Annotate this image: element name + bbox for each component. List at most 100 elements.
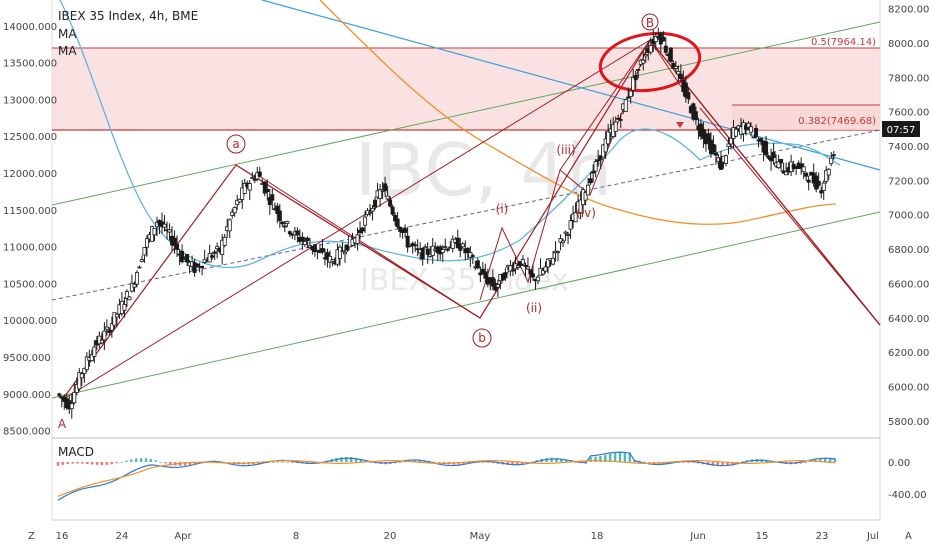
x-tick-label: Apr [174,531,192,542]
macd-histogram-bar [462,462,465,465]
macd-histogram-bar [560,458,563,462]
candle-body [723,155,728,164]
candle-body [373,199,378,208]
candle-body [114,313,119,318]
left-tick-label: 11500.000 [3,206,57,217]
x-tick-label: 16 [56,531,69,542]
corner-right[interactable]: A [905,531,912,542]
candle-body [280,221,285,225]
candle-body [139,259,144,262]
chart-title: IBEX 35 Index, 4h, BME [58,9,198,23]
candle-body [450,238,455,249]
fib-label-05: 0.5(7964.14) [811,37,876,48]
macd-histogram-bar [359,459,363,462]
candle-body [563,231,568,234]
candles [57,27,836,419]
candle-body [784,171,789,176]
candle-body [616,117,621,120]
candle-body [107,330,112,333]
left-tick-label: 8500.000 [3,427,51,438]
indicator-ma-2[interactable]: MA [58,44,77,58]
macd-histogram-bar [481,462,485,463]
candle-body [320,248,325,253]
label-A: A [58,417,67,431]
left-tick-label: 12000.000 [3,169,57,180]
macd-title[interactable]: MACD [58,445,94,459]
macd-histogram-bar [628,452,631,462]
right-tick-label: 6800.00 [888,245,929,256]
wave-a-b [255,173,481,319]
candle-body [561,240,566,244]
label-b-circle [472,328,492,348]
ma-fast [59,0,841,269]
left-tick-label: 9000.000 [3,390,51,401]
candle-body [824,169,829,182]
candle-body [305,237,310,242]
macd-histogram-bar [604,454,607,462]
signal-line [57,460,836,497]
macd-histogram-bar [565,459,568,462]
candle-body [200,265,205,269]
macd-histogram-bar [692,462,695,463]
macd-histogram-bar [393,462,397,464]
candle-body [495,284,500,288]
candle-body [420,247,425,260]
candle-body [235,199,240,205]
macd-histogram-bar [506,462,509,465]
candle-body [593,161,598,172]
candle-body [769,157,774,162]
label-b: b [478,331,486,345]
macd-histogram-bar [76,462,79,464]
candle-body [252,178,257,181]
macd-histogram-bar [110,462,113,465]
candle-body [540,270,545,275]
candle-body [267,197,272,206]
candle-body [393,215,398,222]
macd-histogram-bar [105,462,109,465]
macd-histogram-bar [154,460,157,462]
macd-histogram-bar [574,462,578,463]
candle-body [109,323,114,331]
macd-histogram-bar [164,462,167,464]
corner-left[interactable]: Z [28,531,35,542]
price-tag-box [882,121,920,137]
candle-body [711,144,716,153]
candle-body [641,59,646,64]
macd-histogram-bar [491,462,495,464]
indicator-ma-1[interactable]: MA [58,27,77,41]
macd-histogram-bar [467,462,470,464]
candle-body [746,122,751,128]
left-tick-label: 13500.000 [3,59,57,70]
macd-tick-neg400: -400.00 [888,490,927,501]
candle-body [686,92,691,99]
macd-histogram-bar [555,457,558,462]
label-i: (i) [496,202,509,216]
macd-histogram-bar [511,462,514,466]
candle-body [195,263,200,267]
macd-histogram-bar [130,459,133,462]
right-tick-label: 7400.00 [888,142,929,153]
label-B: B [646,16,654,30]
candle-body [728,137,733,145]
x-tick-label: 20 [384,531,397,542]
candle-body [220,239,225,255]
candle-body [277,210,282,222]
candle-body [683,82,688,98]
marker-triangle [676,122,684,128]
candle-body [819,190,824,194]
candle-body [142,247,147,256]
candle-body [212,251,217,254]
candle-body [99,339,104,344]
candle-body [535,276,540,282]
macd-histogram-bar [824,458,827,462]
fib-box [732,105,880,130]
x-tick-label: May [470,531,491,542]
candle-body [776,161,781,169]
candle-body [661,36,666,42]
right-tick-label: 8000.00 [888,39,929,50]
macd-histogram-bar [66,462,69,465]
candle-body [312,244,317,253]
macd-histogram-bar [134,458,138,462]
x-tick-label: 15 [756,531,769,542]
